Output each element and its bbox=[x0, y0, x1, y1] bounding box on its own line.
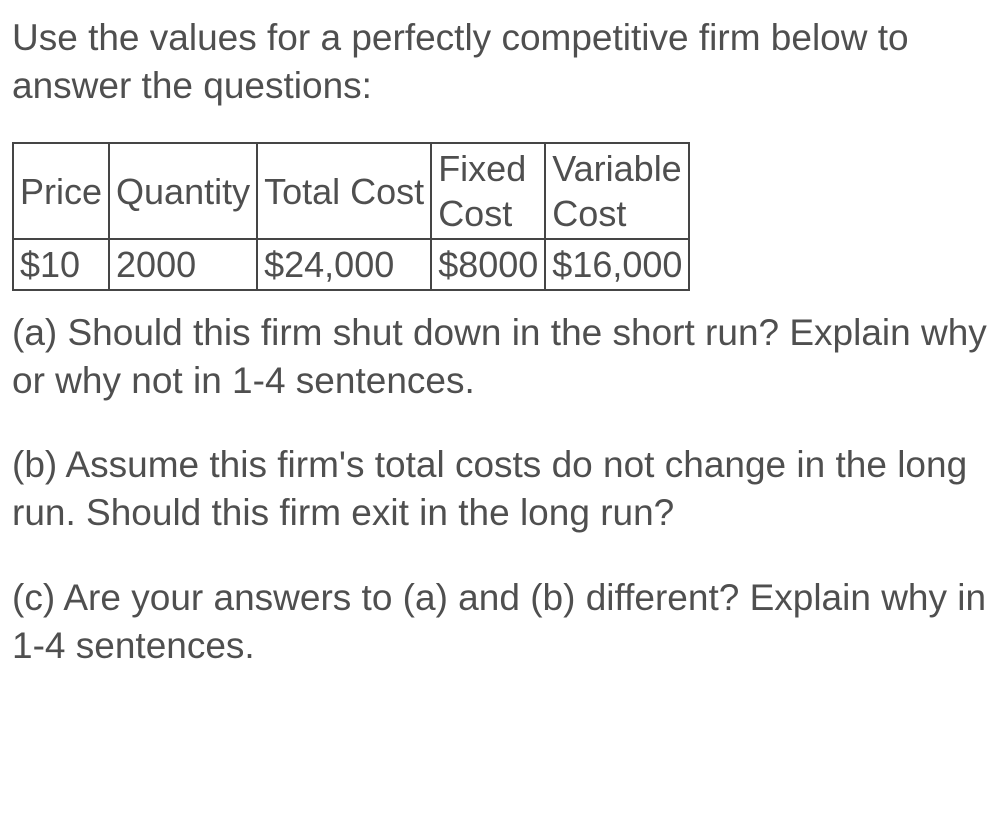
cell-quantity: 2000 bbox=[109, 239, 257, 290]
table-row: $10 2000 $24,000 $8000 $16,000 bbox=[13, 239, 689, 290]
cost-table: Price Quantity Total Cost FixedCost Vari… bbox=[12, 142, 690, 291]
question-a: (a) Should this firm shut down in the sh… bbox=[12, 309, 990, 405]
header-quantity: Quantity bbox=[109, 143, 257, 239]
cell-variable-cost: $16,000 bbox=[545, 239, 689, 290]
table-header-row: Price Quantity Total Cost FixedCost Vari… bbox=[13, 143, 689, 239]
header-total-cost: Total Cost bbox=[257, 143, 431, 239]
header-price: Price bbox=[13, 143, 109, 239]
cell-price: $10 bbox=[13, 239, 109, 290]
header-variable-cost: VariableCost bbox=[545, 143, 689, 239]
question-c: (c) Are your answers to (a) and (b) diff… bbox=[12, 574, 990, 670]
header-fixed-cost: FixedCost bbox=[431, 143, 545, 239]
question-b: (b) Assume this firm's total costs do no… bbox=[12, 441, 990, 537]
cell-total-cost: $24,000 bbox=[257, 239, 431, 290]
cell-fixed-cost: $8000 bbox=[431, 239, 545, 290]
intro-paragraph: Use the values for a perfectly competiti… bbox=[12, 14, 990, 110]
